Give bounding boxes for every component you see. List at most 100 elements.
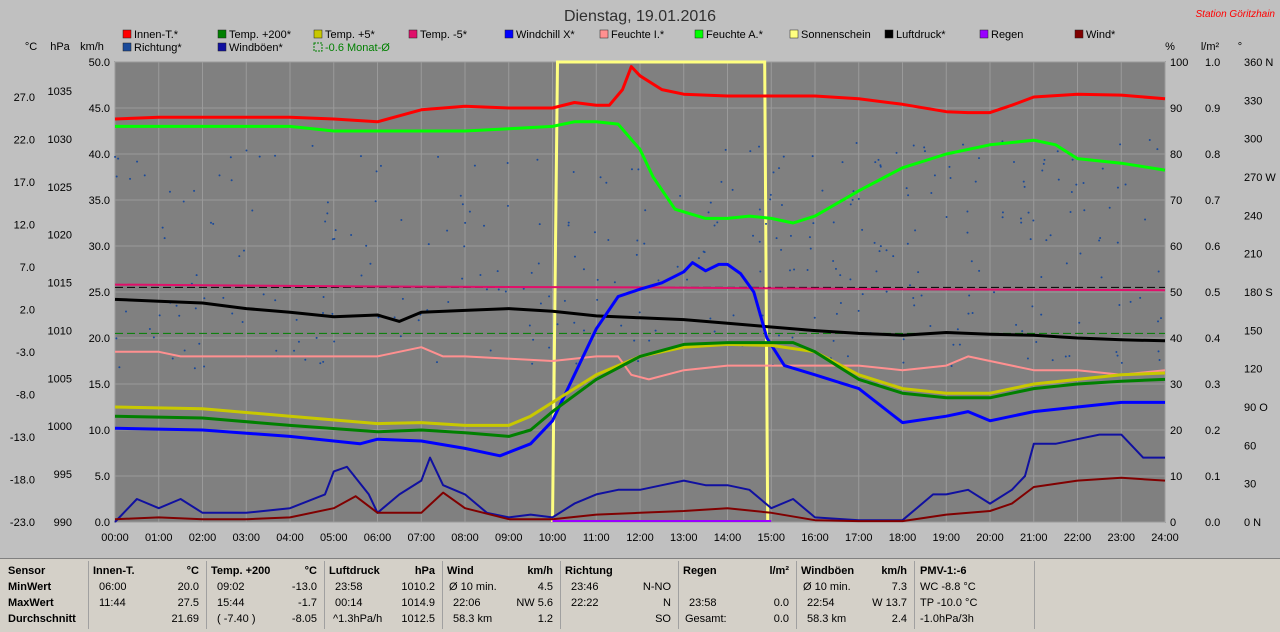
- pct-tick-label: 50: [1170, 287, 1182, 299]
- stats-pmv-dewpoint: TP -10.0 °C: [920, 597, 978, 609]
- direction-point: [194, 307, 197, 310]
- deg-unit-label: °: [1238, 41, 1242, 53]
- direction-point: [875, 270, 878, 273]
- direction-point: [912, 144, 915, 147]
- direction-point: [262, 293, 265, 296]
- direction-point: [326, 212, 329, 215]
- direction-point: [168, 190, 171, 193]
- temp-tick-label: 2.0: [20, 305, 35, 317]
- direction-point: [375, 170, 378, 173]
- rain-tick-label: 0.5: [1205, 287, 1220, 299]
- time-tick-label: 24:00: [1151, 532, 1179, 544]
- direction-point: [780, 204, 783, 207]
- direction-point: [686, 278, 689, 281]
- direction-point: [401, 297, 404, 300]
- temp-tick-label: 7.0: [20, 262, 35, 274]
- time-tick-label: 08:00: [451, 532, 479, 544]
- direction-point: [1119, 143, 1122, 146]
- hpa-tick-label: 990: [54, 517, 72, 529]
- chart-area: Dienstag, 19.01.2016 Station Göritzhain °C…: [9, 8, 1277, 544]
- legend-swatch-wind: [1074, 29, 1084, 39]
- direction-point: [297, 340, 300, 343]
- direction-point: [203, 365, 206, 368]
- direction-point: [892, 255, 895, 258]
- stats-wind-distance: 58.3 km: [453, 613, 493, 625]
- direction-point: [654, 329, 657, 332]
- direction-point: [679, 194, 682, 197]
- legend-label: Richtung*: [134, 42, 182, 54]
- direction-point: [1040, 276, 1043, 279]
- direction-point: [879, 164, 882, 167]
- stats-luftdruck-max-value: 1014.9: [401, 597, 435, 609]
- time-tick-label: 15:00: [757, 532, 785, 544]
- legend-swatch-sonnenschein: [789, 29, 799, 39]
- direction-point: [209, 221, 212, 224]
- direction-point: [129, 177, 132, 180]
- direction-point: [879, 165, 882, 168]
- direction-point: [374, 200, 377, 203]
- direction-point: [198, 342, 201, 345]
- direction-point: [333, 237, 336, 240]
- stats-wind-max-value: NW 5.6: [516, 597, 553, 609]
- direction-point: [834, 267, 837, 270]
- legend-swatch-windb-en: [217, 42, 227, 52]
- direction-point: [322, 295, 325, 298]
- direction-point: [1070, 190, 1073, 193]
- direction-point: [599, 176, 602, 179]
- direction-point: [178, 314, 181, 317]
- direction-point: [950, 364, 953, 367]
- direction-point: [607, 239, 610, 242]
- direction-point: [319, 362, 322, 365]
- direction-point: [952, 343, 955, 346]
- direction-point: [158, 314, 161, 317]
- direction-point: [275, 349, 278, 352]
- time-tick-label: 17:00: [845, 532, 873, 544]
- direction-point: [993, 291, 996, 294]
- direction-point: [978, 269, 981, 272]
- direction-point: [251, 209, 254, 212]
- time-tick-label: 18:00: [889, 532, 917, 544]
- stats-regen-max-time: 23:58: [689, 597, 717, 609]
- direction-point: [905, 187, 908, 190]
- direction-point: [531, 362, 534, 365]
- direction-point: [1148, 139, 1151, 142]
- direction-point: [912, 297, 915, 300]
- stats-wind-max-time: 22:06: [453, 597, 481, 609]
- pct-tick-label: 100: [1170, 57, 1188, 69]
- rain-tick-label: 0.9: [1205, 103, 1220, 115]
- direction-point: [573, 321, 576, 324]
- direction-point: [703, 251, 706, 254]
- direction-point: [459, 194, 462, 197]
- direction-point: [962, 143, 965, 146]
- series-line-temp-5: [114, 342, 1166, 427]
- direction-point: [948, 165, 951, 168]
- legend-label: Luftdruck*: [896, 29, 946, 41]
- stats-regen-column: Regen l/m² 23:58 0.0 Gesamt: 0.0: [683, 563, 793, 627]
- stats-wind-column: Wind km/h Ø 10 min. 4.5 22:06 NW 5.6 58.3 k…: [447, 563, 557, 627]
- stats-sensor-header: Sensor: [8, 565, 46, 577]
- direction-point: [1069, 211, 1072, 214]
- direction-point: [758, 145, 761, 148]
- kmh-tick-label: 25.0: [89, 287, 110, 299]
- direction-point: [331, 312, 334, 315]
- direction-point: [193, 367, 196, 370]
- direction-point: [902, 338, 905, 341]
- stats-luftdruck-avg-value: 1012.5: [401, 613, 435, 625]
- direction-point: [572, 171, 575, 174]
- stats-richtung-column: Richtung 23:46 N-NO 22:22 N SO: [565, 563, 675, 627]
- direction-point: [295, 318, 298, 321]
- direction-point: [334, 229, 337, 232]
- direction-point: [782, 155, 785, 158]
- direction-point: [464, 221, 467, 224]
- direction-point: [183, 349, 186, 352]
- stats-richtung-min-time: 23:46: [571, 581, 599, 593]
- direction-point: [643, 242, 646, 245]
- direction-point: [879, 245, 882, 248]
- legend-label: Temp. +5*: [325, 29, 376, 41]
- direction-point: [648, 339, 651, 342]
- direction-point: [613, 281, 616, 284]
- stats-temp200-column: Temp. +200 °C 09:02 -13.0 15:44 -1.7 ( -7.4…: [211, 563, 321, 627]
- direction-point: [1015, 323, 1018, 326]
- direction-point: [1075, 183, 1078, 186]
- stats-regen-total-value: 0.0: [773, 613, 789, 625]
